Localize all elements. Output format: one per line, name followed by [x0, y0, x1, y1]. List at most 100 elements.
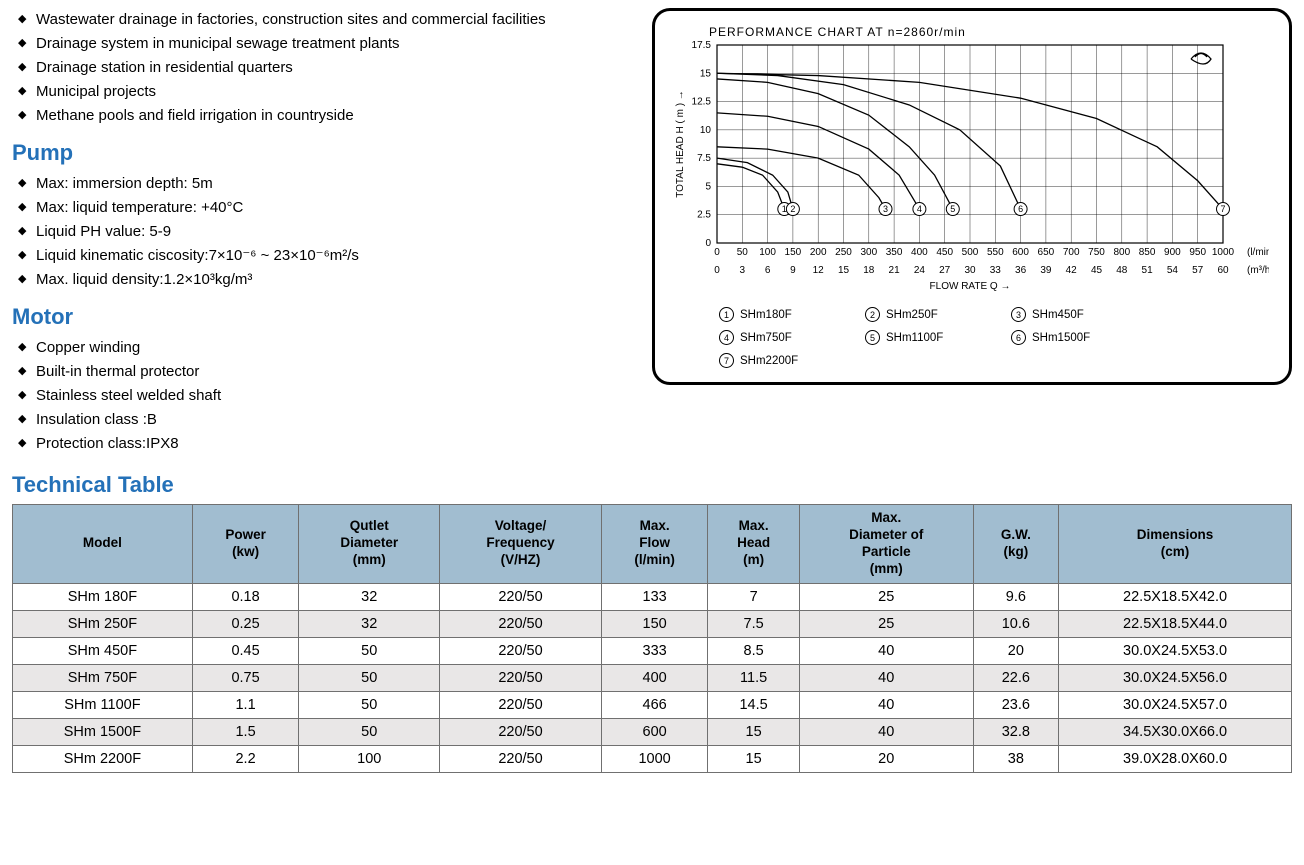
svg-text:6: 6: [765, 265, 771, 276]
list-item: Wastewater drainage in factories, constr…: [18, 8, 632, 32]
table-cell: 23.6: [973, 691, 1059, 718]
table-cell: 400: [601, 664, 707, 691]
table-cell: 22.5X18.5X42.0: [1059, 583, 1292, 610]
list-item: Drainage system in municipal sewage trea…: [18, 32, 632, 56]
list-item: Stainless steel welded shaft: [18, 384, 632, 408]
column-header: Dimensions(cm): [1059, 505, 1292, 584]
svg-text:2.5: 2.5: [697, 210, 711, 221]
list-item: Max. liquid density:1.2×10³kg/m³: [18, 268, 632, 292]
table-cell: 7: [708, 583, 800, 610]
table-cell: 40: [799, 718, 973, 745]
svg-text:18: 18: [863, 265, 875, 276]
table-cell: 50: [299, 718, 440, 745]
table-cell: 220/50: [440, 718, 602, 745]
table-cell: 15: [708, 745, 800, 772]
svg-text:30: 30: [964, 265, 976, 276]
left-column: Wastewater drainage in factories, constr…: [12, 8, 632, 460]
table-cell: 30.0X24.5X56.0: [1059, 664, 1292, 691]
table-row: SHm 1100F1.150220/5046614.54023.630.0X24…: [13, 691, 1292, 718]
motor-heading: Motor: [12, 304, 632, 330]
table-cell: 600: [601, 718, 707, 745]
svg-text:450: 450: [936, 247, 953, 258]
pump-list: Max: immersion depth: 5m Max: liquid tem…: [12, 172, 632, 292]
legend-item: 3SHm450F: [1011, 307, 1131, 322]
svg-text:800: 800: [1113, 247, 1130, 258]
table-cell: 220/50: [440, 637, 602, 664]
table-cell: SHm 2200F: [13, 745, 193, 772]
table-cell: 30.0X24.5X57.0: [1059, 691, 1292, 718]
table-cell: 1.1: [192, 691, 298, 718]
table-cell: 38: [973, 745, 1059, 772]
column-header: Max.Head(m): [708, 505, 800, 584]
list-item: Liquid kinematic ciscosity:7×10⁻⁶ ~ 23×1…: [18, 244, 632, 268]
table-cell: 220/50: [440, 610, 602, 637]
svg-text:0: 0: [714, 247, 720, 258]
column-header: Max.Diameter ofParticle(mm): [799, 505, 973, 584]
list-item: Insulation class :B: [18, 408, 632, 432]
chart-title: PERFORMANCE CHART AT n=2860r/min: [709, 25, 1271, 39]
svg-text:3: 3: [883, 204, 888, 214]
table-cell: 10.6: [973, 610, 1059, 637]
svg-text:4: 4: [917, 204, 922, 214]
table-cell: 14.5: [708, 691, 800, 718]
svg-text:33: 33: [990, 265, 1002, 276]
svg-text:42: 42: [1066, 265, 1078, 276]
list-item: Copper winding: [18, 336, 632, 360]
table-cell: 0.25: [192, 610, 298, 637]
table-cell: SHm 450F: [13, 637, 193, 664]
svg-text:550: 550: [987, 247, 1004, 258]
table-cell: 50: [299, 691, 440, 718]
table-cell: 40: [799, 664, 973, 691]
table-row: SHm 750F0.7550220/5040011.54022.630.0X24…: [13, 664, 1292, 691]
table-cell: 9.6: [973, 583, 1059, 610]
column-header: Voltage/Frequency(V/HZ): [440, 505, 602, 584]
list-item: Drainage station in residential quarters: [18, 56, 632, 80]
table-cell: 333: [601, 637, 707, 664]
table-cell: 50: [299, 664, 440, 691]
table-cell: SHm 1500F: [13, 718, 193, 745]
table-cell: 32: [299, 610, 440, 637]
svg-text:950: 950: [1189, 247, 1206, 258]
table-cell: 22.6: [973, 664, 1059, 691]
svg-text:650: 650: [1038, 247, 1055, 258]
table-cell: 220/50: [440, 583, 602, 610]
table-cell: 1000: [601, 745, 707, 772]
table-cell: 20: [799, 745, 973, 772]
list-item: Built-in thermal protector: [18, 360, 632, 384]
svg-text:27: 27: [939, 265, 951, 276]
performance-chart: 0501001502002503003504004505005506006507…: [669, 39, 1269, 299]
svg-text:(l/min): (l/min): [1247, 247, 1269, 258]
svg-text:400: 400: [911, 247, 928, 258]
legend-item: 7SHm2200F: [719, 353, 839, 368]
svg-text:2: 2: [790, 204, 795, 214]
table-heading: Technical Table: [12, 472, 1292, 498]
table-cell: 40: [799, 637, 973, 664]
legend-item: 4SHm750F: [719, 330, 839, 345]
table-cell: 7.5: [708, 610, 800, 637]
table-cell: 0.18: [192, 583, 298, 610]
svg-text:6: 6: [1018, 204, 1023, 214]
svg-text:350: 350: [886, 247, 903, 258]
svg-text:39: 39: [1040, 265, 1052, 276]
table-cell: 220/50: [440, 691, 602, 718]
table-row: SHm 2200F2.2100220/50100015203839.0X28.0…: [13, 745, 1292, 772]
svg-text:900: 900: [1164, 247, 1181, 258]
table-cell: 34.5X30.0X66.0: [1059, 718, 1292, 745]
applications-list: Wastewater drainage in factories, constr…: [12, 8, 632, 128]
svg-text:300: 300: [860, 247, 877, 258]
svg-text:12: 12: [813, 265, 825, 276]
svg-text:15: 15: [700, 68, 712, 79]
svg-text:3: 3: [740, 265, 746, 276]
table-cell: 15: [708, 718, 800, 745]
table-cell: 50: [299, 637, 440, 664]
table-cell: 133: [601, 583, 707, 610]
motor-list: Copper winding Built-in thermal protecto…: [12, 336, 632, 456]
svg-text:(m³/h): (m³/h): [1247, 265, 1269, 276]
table-cell: 466: [601, 691, 707, 718]
table-cell: 11.5: [708, 664, 800, 691]
table-row: SHm 180F0.1832220/501337259.622.5X18.5X4…: [13, 583, 1292, 610]
svg-text:600: 600: [1012, 247, 1029, 258]
list-item: Protection class:IPX8: [18, 432, 632, 456]
svg-text:150: 150: [785, 247, 802, 258]
column-header: Max.Flow(l/min): [601, 505, 707, 584]
